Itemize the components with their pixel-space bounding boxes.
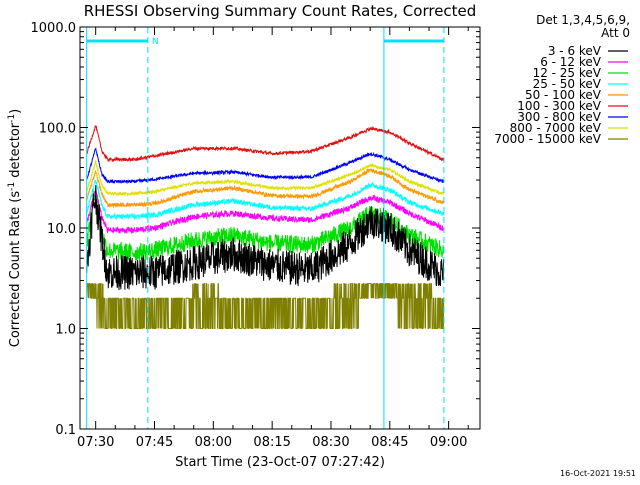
y-axis: 0.1 1.0 10.0 100.0 1000.0 [31, 21, 480, 438]
y-tick-label: 0.1 [55, 423, 76, 438]
legend-entry-label: 800 - 7000 keV [510, 121, 602, 135]
chart-title: RHESSI Observing Summary Count Rates, Co… [84, 2, 477, 20]
legend-entry-label: 50 - 100 keV [525, 88, 602, 102]
x-axis-label: Start Time (23-Oct-07 07:27:42) [175, 455, 385, 470]
legend-entry-label: 300 - 800 keV [517, 110, 601, 124]
timestamp: 16-Oct-2021 19:51 [560, 469, 636, 478]
x-tick-label: 08:45 [371, 435, 408, 450]
legend-entry-label: 3 - 6 keV [548, 44, 602, 58]
legend-entry-label: 6 - 12 keV [540, 55, 602, 69]
x-tick-label: 07:45 [136, 435, 173, 450]
legend-entry-label: 25 - 50 keV [533, 77, 602, 91]
flag-label: N [152, 37, 159, 47]
x-axis: 07:30 07:45 08:00 08:15 08:30 08:45 09:00 [77, 27, 469, 450]
y-tick-label: 1000.0 [31, 21, 77, 36]
legend-entry-label: 12 - 25 keV [533, 66, 602, 80]
x-tick-label: 07:30 [77, 435, 114, 450]
x-tick-label: 08:00 [195, 435, 232, 450]
legend-entry-label: 7000 - 15000 keV [494, 132, 601, 146]
legend-header-line2: Att 0 [601, 26, 630, 40]
y-axis-label: Corrected Count Rate (s-1 detector-1) [7, 109, 23, 347]
x-tick-label: 09:00 [430, 435, 467, 450]
y-tick-label: 1.0 [55, 323, 76, 338]
legend-header-line1: Det 1,3,4,5,6,9, [536, 13, 630, 27]
legend-entry-label: 100 - 300 keV [517, 99, 601, 113]
y-tick-label: 100.0 [39, 122, 76, 137]
x-tick-label: 08:15 [253, 435, 290, 450]
y-tick-label: 10.0 [47, 222, 76, 237]
x-tick-label: 08:30 [312, 435, 349, 450]
